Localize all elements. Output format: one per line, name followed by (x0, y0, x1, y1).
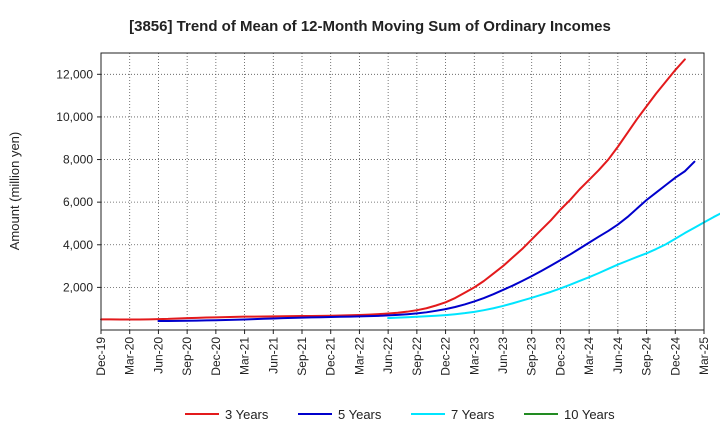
series-line-5-years (157, 160, 696, 323)
x-tick-label: Dec-21 (324, 337, 338, 376)
chart-title: [3856] Trend of Mean of 12-Month Moving … (129, 18, 611, 35)
y-tick-label: 6,000 (63, 195, 93, 209)
x-tick-label: Jun-22 (381, 337, 395, 374)
series-line-7-years (387, 212, 720, 320)
y-tick-label: 10,000 (56, 110, 93, 124)
x-tick-label: Dec-23 (553, 337, 567, 376)
y-tick-label: 12,000 (56, 67, 93, 81)
x-tick-label: Sep-24 (640, 337, 654, 376)
y-tick-label: 8,000 (63, 153, 93, 167)
y-axis: 2,000 4,000 6,000 8,000 10,000 12,000 (56, 67, 101, 294)
y-axis-label: Amount (million yen) (7, 132, 22, 251)
x-tick-label: Sep-22 (410, 337, 424, 376)
x-tick-label: Jun-21 (266, 337, 280, 374)
x-tick-label: Mar-25 (697, 337, 711, 375)
x-tick-label: Sep-21 (295, 337, 309, 376)
legend-label-7-years: 7 Years (451, 407, 495, 422)
plot-frame (100, 52, 705, 331)
x-tick-label: Mar-21 (238, 337, 252, 375)
x-tick-label: Jun-23 (496, 337, 510, 374)
x-tick-label: Jun-24 (611, 337, 625, 374)
x-axis: Dec-19 Mar-20 Jun-20 Sep-20 Dec-20 Mar-21 Jun-… (94, 330, 711, 376)
y-tick-label: 2,000 (63, 280, 93, 294)
series-line-3-years (100, 58, 686, 321)
y-tick-label: 4,000 (63, 238, 93, 252)
x-tick-label: Sep-23 (525, 337, 539, 376)
legend-label-10-years: 10 Years (564, 407, 615, 422)
x-tick-label: Dec-24 (668, 337, 682, 376)
legend-label-3-years: 3 Years (225, 407, 269, 422)
x-tick-label: Mar-20 (123, 337, 137, 375)
x-tick-label: Dec-20 (209, 337, 223, 376)
series-lines (100, 58, 720, 323)
x-tick-label: Mar-22 (352, 337, 366, 375)
x-tick-label: Jun-20 (151, 337, 165, 374)
grid (101, 53, 704, 330)
x-tick-label: Mar-23 (467, 337, 481, 375)
x-tick-label: Mar-24 (582, 337, 596, 375)
x-tick-label: Dec-22 (439, 337, 453, 376)
x-tick-label: Sep-20 (180, 337, 194, 376)
legend: 3 Years 5 Years 7 Years 10 Years (185, 407, 615, 422)
plot-area (101, 53, 704, 330)
legend-label-5-years: 5 Years (338, 407, 382, 422)
x-tick-label: Dec-19 (94, 337, 108, 376)
